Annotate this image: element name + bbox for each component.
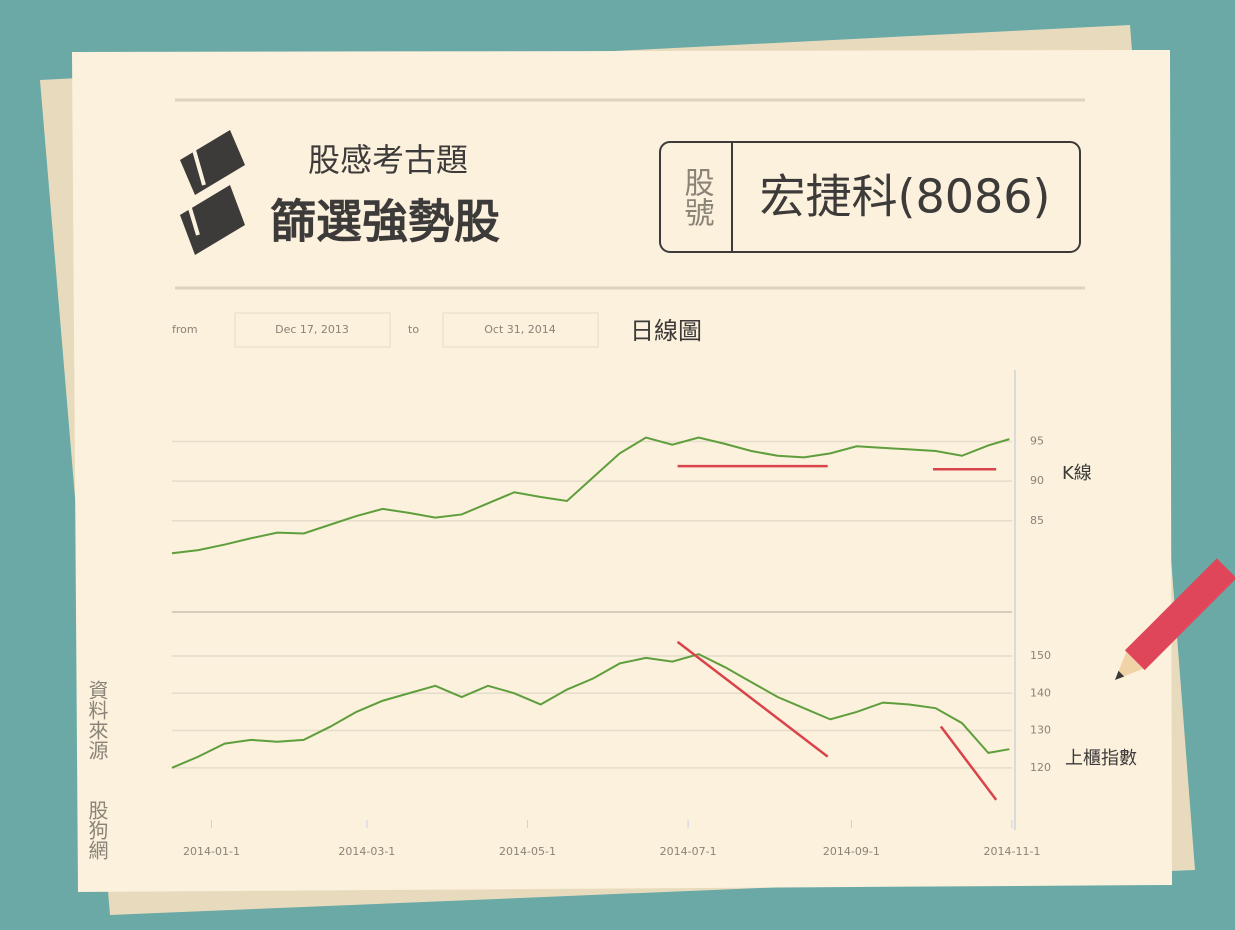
x-tick-label: 2014-03-1	[338, 845, 395, 858]
from-date: Dec 17, 2013	[275, 323, 349, 336]
source: 資料來源	[85, 680, 109, 760]
brand: 股感考古題	[308, 141, 468, 179]
stock-box	[659, 141, 1081, 253]
x-tick-label: 2014-09-1	[823, 845, 880, 858]
pencil	[1115, 558, 1235, 680]
y-tick-label: 90	[1030, 474, 1044, 487]
series-label: K線	[1062, 463, 1092, 484]
source: 股狗網	[85, 800, 109, 860]
x-tick-label: 2014-07-1	[660, 845, 717, 858]
series-line	[171, 436, 1010, 555]
series-line	[171, 653, 1010, 769]
title: 篩選強勢股	[270, 195, 500, 249]
x-tick-label: 2014-01-1	[183, 845, 240, 858]
to-date: Oct 31, 2014	[484, 323, 556, 336]
x-tick-label: 2014-11-1	[984, 845, 1041, 858]
series-label: 上櫃指數	[1065, 748, 1137, 769]
from-label: from	[172, 323, 198, 336]
y-tick-label: 120	[1030, 761, 1051, 774]
to-field	[442, 312, 599, 348]
y-tick-label: 95	[1030, 435, 1044, 448]
y-tick-label: 150	[1030, 649, 1051, 662]
stock-name: 宏捷科(8086)	[760, 170, 1051, 224]
front-paper	[72, 50, 1172, 892]
x-tick-label: 2014-05-1	[499, 845, 556, 858]
trendline	[939, 725, 998, 801]
y-tick-label: 85	[1030, 514, 1044, 527]
trendline	[676, 640, 829, 758]
view-label: 日線圖	[630, 317, 702, 345]
logo	[180, 130, 245, 255]
from-field	[234, 312, 391, 348]
code-label: 股號	[679, 167, 714, 227]
to-label: to	[408, 323, 419, 336]
y-tick-label: 140	[1030, 686, 1051, 699]
y-tick-label: 130	[1030, 724, 1051, 737]
